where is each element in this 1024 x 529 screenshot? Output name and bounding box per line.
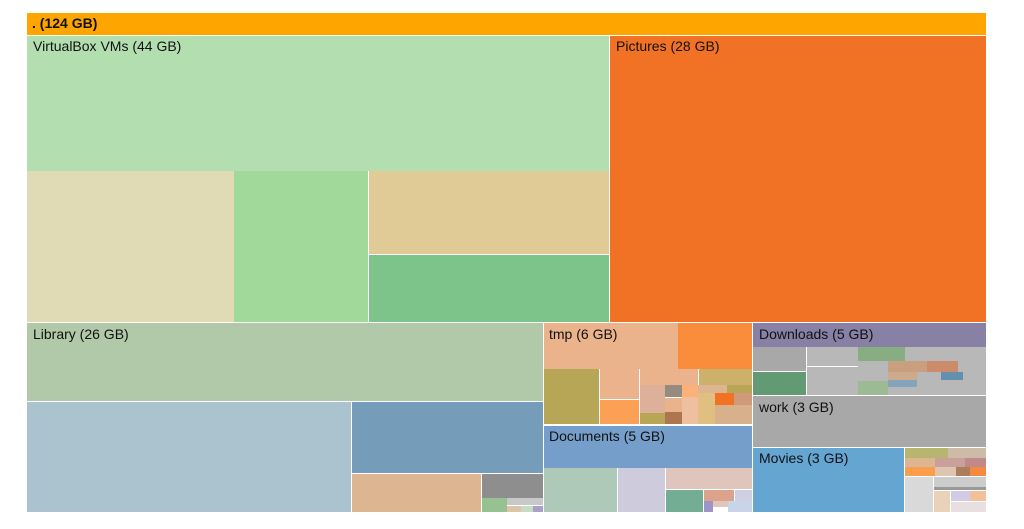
- treemap-leaf[interactable]: [934, 487, 986, 490]
- treemap-leaf[interactable]: [965, 458, 986, 467]
- treemap-leaf[interactable]: [699, 369, 752, 385]
- treemap-leaf[interactable]: [665, 385, 682, 397]
- treemap-leaf[interactable]: [888, 387, 917, 395]
- treemap-leaf[interactable]: [666, 468, 752, 489]
- treemap-leaf[interactable]: [946, 347, 986, 361]
- treemap-leaf[interactable]: [858, 381, 888, 395]
- treemap-leaf[interactable]: [704, 501, 713, 512]
- treemap-leaf[interactable]: [734, 393, 752, 405]
- treemap-leaf[interactable]: [666, 490, 703, 512]
- treemap-leaf[interactable]: [678, 323, 752, 369]
- treemap-leaf[interactable]: [507, 506, 521, 512]
- node-label: Pictures (28 GB): [616, 38, 720, 54]
- treemap-leaf[interactable]: [970, 491, 986, 501]
- treemap-leaf[interactable]: [858, 361, 888, 381]
- treemap-leaf[interactable]: [735, 490, 752, 501]
- treemap-leaf[interactable]: [352, 402, 543, 473]
- treemap-leaf[interactable]: [917, 380, 938, 395]
- treemap-leaf[interactable]: [963, 372, 986, 380]
- treemap-leaf[interactable]: [665, 398, 682, 412]
- treemap-leaf[interactable]: [618, 468, 665, 512]
- treemap-leaf[interactable]: [665, 412, 682, 424]
- treemap-leaf[interactable]: [905, 347, 946, 361]
- treemap-node-tmp[interactable]: [544, 323, 678, 369]
- treemap-leaf[interactable]: [905, 477, 933, 512]
- treemap-leaf[interactable]: [753, 372, 806, 395]
- treemap-leaf[interactable]: [935, 467, 956, 476]
- treemap-leaf[interactable]: [938, 380, 986, 395]
- treemap-leaf[interactable]: [352, 474, 481, 512]
- treemap-leaf[interactable]: [682, 385, 698, 397]
- node-label: Movies (3 GB): [759, 450, 849, 466]
- treemap-leaf[interactable]: [27, 402, 351, 512]
- treemap-node-work[interactable]: [753, 396, 986, 447]
- treemap-leaf[interactable]: [888, 380, 917, 387]
- treemap-node-root[interactable]: [27, 13, 986, 35]
- treemap-leaf[interactable]: [715, 393, 734, 405]
- treemap-leaf[interactable]: [713, 501, 728, 507]
- treemap-leaf[interactable]: [888, 361, 927, 372]
- treemap-node-virtualbox-vms[interactable]: [27, 36, 609, 171]
- treemap-node-movies[interactable]: [753, 448, 904, 512]
- treemap-leaf[interactable]: [544, 369, 599, 424]
- treemap-leaf[interactable]: [482, 474, 543, 498]
- treemap-leaf[interactable]: [682, 397, 698, 424]
- node-label: Downloads (5 GB): [759, 326, 874, 342]
- treemap-node-documents[interactable]: [544, 426, 752, 468]
- treemap-leaf[interactable]: [727, 385, 752, 393]
- node-label: tmp (6 GB): [549, 326, 618, 342]
- treemap-leaf[interactable]: [970, 467, 986, 476]
- treemap-leaf[interactable]: [544, 468, 617, 512]
- treemap-leaf[interactable]: [698, 385, 727, 393]
- treemap-leaf[interactable]: [753, 347, 806, 371]
- treemap-leaf[interactable]: [948, 448, 986, 458]
- treemap-leaf[interactable]: [935, 458, 965, 467]
- treemap-leaf[interactable]: [941, 372, 963, 380]
- treemap-leaf[interactable]: [951, 491, 970, 501]
- treemap-leaf[interactable]: [858, 347, 905, 361]
- treemap-leaf[interactable]: [807, 367, 858, 395]
- treemap-leaf[interactable]: [369, 171, 609, 254]
- node-label: Documents (5 GB): [549, 428, 665, 444]
- treemap-node-library[interactable]: [27, 323, 543, 401]
- treemap-leaf[interactable]: [640, 413, 665, 424]
- treemap-leaf[interactable]: [951, 502, 986, 512]
- treemap-leaf[interactable]: [728, 501, 752, 512]
- treemap-leaf[interactable]: [888, 372, 917, 380]
- node-label: work (3 GB): [759, 399, 834, 415]
- treemap-leaf[interactable]: [905, 467, 935, 476]
- treemap-leaf[interactable]: [27, 171, 234, 322]
- treemap-leaf[interactable]: [917, 372, 941, 380]
- node-label: VirtualBox VMs (44 GB): [33, 38, 182, 54]
- treemap-leaf[interactable]: [704, 490, 734, 501]
- treemap-node-downloads[interactable]: [753, 323, 986, 347]
- treemap-leaf[interactable]: [905, 448, 948, 458]
- treemap-leaf[interactable]: [927, 361, 958, 372]
- treemap-leaf[interactable]: [640, 369, 698, 385]
- treemap-leaf[interactable]: [600, 369, 639, 399]
- treemap-leaf[interactable]: [958, 361, 986, 372]
- treemap-leaf[interactable]: [234, 171, 368, 322]
- treemap-leaf[interactable]: [533, 506, 543, 512]
- treemap-leaf[interactable]: [369, 255, 609, 322]
- treemap-leaf[interactable]: [934, 477, 986, 487]
- treemap-leaf[interactable]: [600, 400, 639, 424]
- treemap-leaf[interactable]: [807, 347, 858, 366]
- treemap-leaf[interactable]: [956, 467, 970, 476]
- treemap-leaf[interactable]: [715, 405, 752, 424]
- treemap-leaf[interactable]: [482, 498, 507, 512]
- treemap-leaf[interactable]: [934, 491, 950, 512]
- treemap-leaf[interactable]: [698, 393, 715, 424]
- treemap-leaf[interactable]: [905, 458, 935, 467]
- treemap-node-pictures[interactable]: [610, 36, 986, 322]
- treemap-leaf[interactable]: [521, 506, 533, 512]
- treemap-leaf[interactable]: [640, 385, 665, 413]
- root-label: . (124 GB): [32, 15, 98, 31]
- node-label: Library (26 GB): [33, 326, 129, 342]
- treemap-leaf[interactable]: [507, 498, 543, 505]
